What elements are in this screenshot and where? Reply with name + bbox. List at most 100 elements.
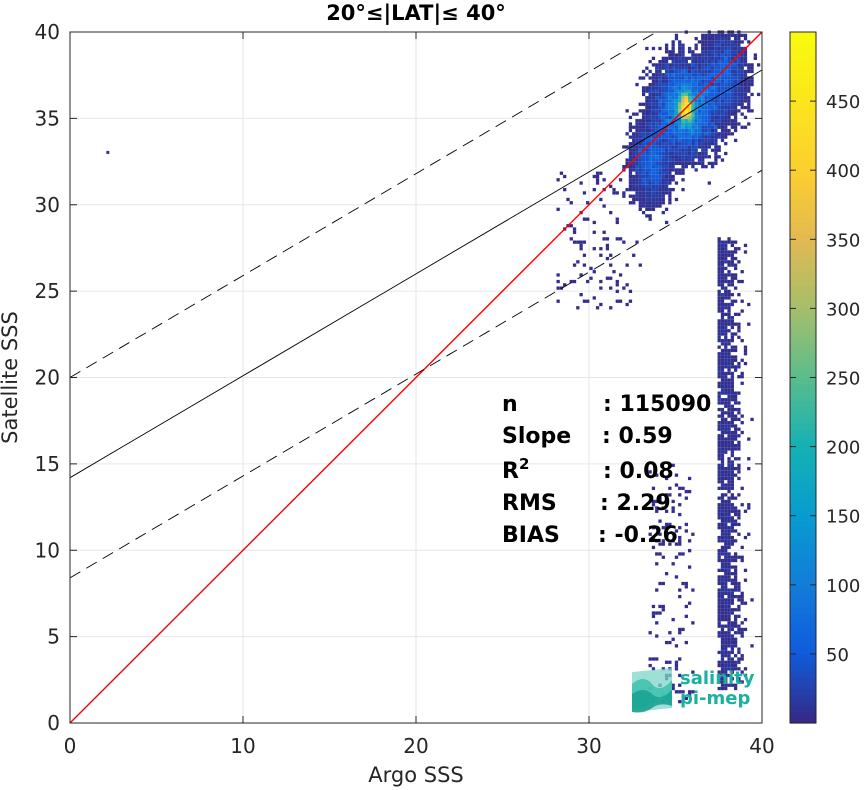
outlier-cell	[106, 150, 110, 154]
density-cell	[674, 155, 679, 159]
density-cell	[724, 401, 728, 405]
density-cell	[720, 677, 725, 681]
density-cell	[717, 325, 721, 330]
density-cell	[668, 119, 672, 123]
density-cell	[664, 207, 669, 211]
density-cell	[691, 158, 695, 162]
density-cell	[724, 289, 728, 294]
density-cell	[733, 50, 738, 54]
density-cell	[681, 59, 685, 64]
density-cell	[628, 181, 633, 185]
density-cell	[655, 112, 659, 116]
density-cell	[664, 122, 669, 126]
density-cell	[720, 545, 725, 550]
density-cell	[674, 92, 679, 97]
density-cell	[681, 99, 685, 103]
density-cell	[730, 496, 734, 500]
density-cell	[648, 214, 652, 218]
density-cell	[664, 96, 669, 100]
density-cell	[717, 365, 721, 369]
density-cell	[724, 663, 728, 668]
density-cell	[681, 115, 685, 120]
density-cell	[697, 82, 702, 87]
density-cell	[733, 355, 738, 359]
density-cell	[632, 148, 636, 152]
density-cell	[704, 59, 708, 64]
density-cell	[717, 604, 721, 609]
density-cell	[724, 112, 728, 116]
density-cell	[714, 109, 718, 113]
density-cell	[727, 263, 731, 267]
density-cell	[638, 204, 642, 208]
density-cell	[737, 92, 741, 97]
density-cell	[668, 89, 672, 93]
density-cell	[733, 624, 738, 628]
density-cell	[704, 33, 708, 38]
density-cell	[664, 119, 669, 123]
x-axis-label: Argo SSS	[368, 763, 463, 787]
density-cell	[717, 381, 721, 385]
density-cell	[737, 247, 741, 251]
density-cell	[747, 503, 751, 507]
colorbar-segment	[790, 446, 816, 453]
density-cell	[710, 63, 715, 67]
colorbar-segment	[790, 112, 816, 119]
density-cell	[724, 565, 728, 569]
density-cell	[737, 650, 741, 655]
density-cell	[724, 59, 728, 64]
density-cell	[674, 96, 679, 100]
colorbar-segment	[790, 106, 816, 114]
density-cell	[658, 165, 662, 169]
density-cell	[635, 197, 639, 202]
density-cell	[684, 151, 688, 156]
density-cell	[714, 158, 718, 162]
density-cell	[724, 473, 728, 477]
density-cell	[648, 102, 652, 106]
density-cell	[697, 99, 702, 103]
colorbar-segment	[790, 233, 816, 240]
density-cell	[681, 82, 685, 87]
density-cell	[595, 171, 600, 175]
density-cell	[664, 168, 669, 172]
density-cell	[724, 338, 728, 343]
density-cell	[717, 322, 721, 326]
density-cell	[720, 640, 725, 645]
density-cell	[651, 657, 656, 661]
density-cell	[717, 375, 721, 379]
density-cell	[658, 155, 662, 159]
density-cell	[717, 440, 721, 445]
density-cell	[727, 604, 731, 609]
density-cell	[727, 539, 731, 543]
colorbar-segment	[790, 268, 816, 275]
density-cell	[720, 663, 725, 668]
density-cell	[691, 142, 695, 146]
density-cell	[632, 165, 636, 169]
density-cell	[747, 40, 751, 44]
colorbar-segment	[790, 688, 816, 695]
density-cell	[750, 82, 754, 87]
density-cell	[648, 217, 652, 221]
density-cell	[668, 53, 672, 57]
density-cell	[707, 135, 711, 139]
density-cell	[628, 201, 633, 205]
density-cell	[730, 299, 734, 303]
density-cell	[678, 63, 682, 67]
density-cell	[563, 283, 567, 287]
colorbar-segment	[790, 619, 816, 626]
density-cell	[707, 132, 711, 136]
density-cell	[720, 414, 725, 418]
density-cell	[717, 611, 721, 615]
density-cell	[714, 46, 718, 51]
density-cell	[701, 115, 705, 120]
density-cell	[717, 526, 721, 530]
density-cell	[704, 69, 708, 74]
colorbar-segment	[790, 72, 816, 79]
density-cell	[707, 142, 711, 146]
density-cell	[743, 627, 748, 632]
y-tick-label: 5	[47, 625, 60, 649]
density-cell	[661, 181, 665, 185]
density-cell	[648, 201, 652, 205]
density-cell	[687, 145, 692, 149]
density-cell	[664, 165, 669, 169]
